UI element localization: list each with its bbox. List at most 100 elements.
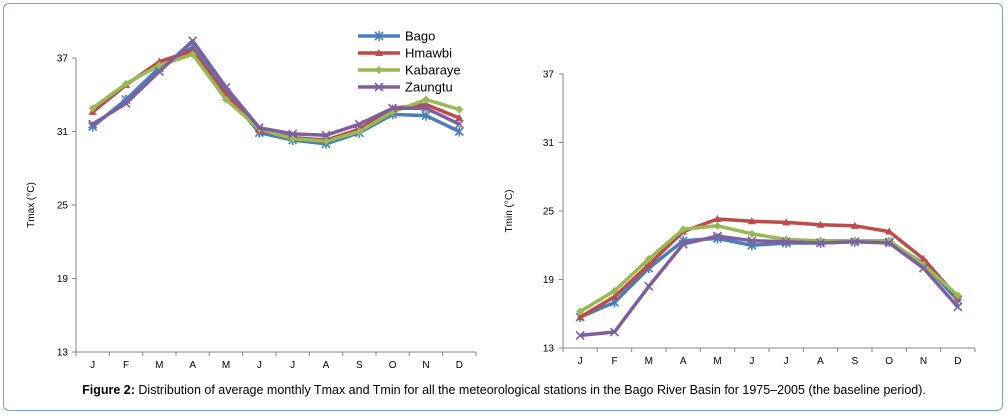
legend-item: Zaungtu (358, 80, 453, 95)
x-tick-label: M (222, 360, 230, 371)
data-point (678, 239, 688, 249)
y-tick-label: 19 (57, 274, 69, 285)
data-point (222, 95, 230, 104)
figure-caption: Figure 2: Distribution of average monthl… (0, 383, 1008, 397)
x-tick-label: J (749, 356, 754, 367)
x-tick-label: A (189, 360, 196, 371)
data-point (713, 214, 722, 222)
data-point (919, 254, 928, 262)
x-tick-label: O (885, 356, 893, 367)
data-point (644, 254, 653, 263)
data-point (454, 126, 464, 137)
chart-tmax: 13 19 25 31 37 J F M A M J J A S O N D Tmax (°C) (26, 36, 477, 371)
y-axis-label: Tmax (°C) (26, 182, 37, 228)
y-tick-label: 37 (57, 54, 69, 65)
series-hmawbi-tmin (576, 214, 962, 321)
data-point (221, 82, 231, 92)
legend-item: Kabaraye (358, 63, 461, 78)
series-zaungtu-tmax (88, 36, 464, 140)
data-point (610, 292, 619, 300)
data-point (610, 286, 619, 295)
series-hmawbi-tmax (88, 46, 464, 144)
data-point (154, 66, 164, 77)
legend-marker (375, 66, 383, 74)
data-point (953, 291, 962, 300)
series-line (579, 224, 959, 314)
legend-item: Bago (358, 29, 435, 44)
data-point (918, 263, 929, 273)
data-point (322, 137, 330, 146)
x-tick-label: J (578, 356, 583, 367)
series-line (91, 39, 461, 137)
y-tick-label: 19 (543, 275, 555, 286)
data-point (575, 330, 585, 341)
x-tick-label: J (257, 360, 262, 371)
data-point (782, 218, 791, 226)
data-point (454, 119, 464, 129)
data-point (953, 302, 963, 312)
data-point (188, 36, 198, 46)
data-point (747, 217, 756, 225)
legend-marker (374, 31, 384, 41)
x-tick-label: J (90, 360, 95, 371)
x-tick-label: S (356, 360, 363, 371)
data-point (421, 110, 431, 121)
legend-item: Hmawbi (358, 46, 452, 61)
y-tick-label: 25 (57, 201, 69, 212)
data-point (321, 130, 331, 140)
y-tick-label: 31 (57, 127, 69, 138)
y-tick-label: 25 (543, 207, 555, 218)
y-tick-label: 13 (57, 348, 69, 359)
data-point (644, 281, 654, 291)
data-point (254, 123, 264, 133)
legend-marker (374, 82, 384, 92)
data-point (355, 127, 364, 136)
x-tick-label: D (954, 356, 961, 367)
caption-label: Figure 2: (82, 383, 135, 397)
data-point (288, 129, 298, 139)
x-tick-label: A (680, 356, 687, 367)
data-point (188, 46, 197, 54)
figure-frame (3, 3, 1003, 411)
caption-text: Distribution of average monthly Tmax and… (134, 383, 926, 397)
data-point (88, 104, 97, 113)
x-tick-label: A (323, 360, 330, 371)
data-point (576, 307, 585, 316)
data-point (885, 227, 894, 235)
legend: Bago Hmawbi Kabaraye Zaungtu (358, 29, 461, 95)
x-tick-label: A (817, 356, 824, 367)
x-tick-label: N (920, 356, 927, 367)
x-tick-label: M (155, 360, 163, 371)
x-tick-label: S (851, 356, 858, 367)
data-point (388, 103, 398, 113)
x-tick-label: M (645, 356, 653, 367)
data-point (644, 260, 653, 268)
series-line (579, 217, 960, 319)
x-tick-label: N (422, 360, 429, 371)
data-point (422, 95, 430, 104)
data-point (88, 119, 98, 129)
data-point (455, 105, 464, 114)
legend-label: Hmawbi (405, 46, 452, 61)
y-tick-label: 13 (543, 344, 555, 355)
data-point (747, 229, 756, 238)
data-point (122, 79, 130, 88)
series-line (91, 45, 461, 146)
data-point (121, 98, 131, 108)
y-tick-label: 37 (543, 70, 555, 81)
series-zaungtu-tmin (575, 231, 963, 341)
legend-label: Kabaraye (405, 63, 461, 78)
x-tick-label: F (123, 360, 129, 371)
data-point (712, 231, 723, 241)
data-point (815, 238, 826, 248)
y-tick-label: 31 (543, 138, 555, 149)
series-line (580, 234, 960, 338)
data-point (576, 313, 585, 321)
series-kabaraye-tmin (576, 221, 962, 316)
data-point (884, 238, 894, 248)
legend-label: Bago (405, 29, 435, 44)
legend-label: Zaungtu (405, 80, 453, 95)
chart-tmin: 13 19 25 31 37 J F M A M J J A S O N D Tmin (°C) (504, 70, 976, 367)
data-point (354, 119, 364, 129)
x-tick-label: D (456, 360, 463, 371)
